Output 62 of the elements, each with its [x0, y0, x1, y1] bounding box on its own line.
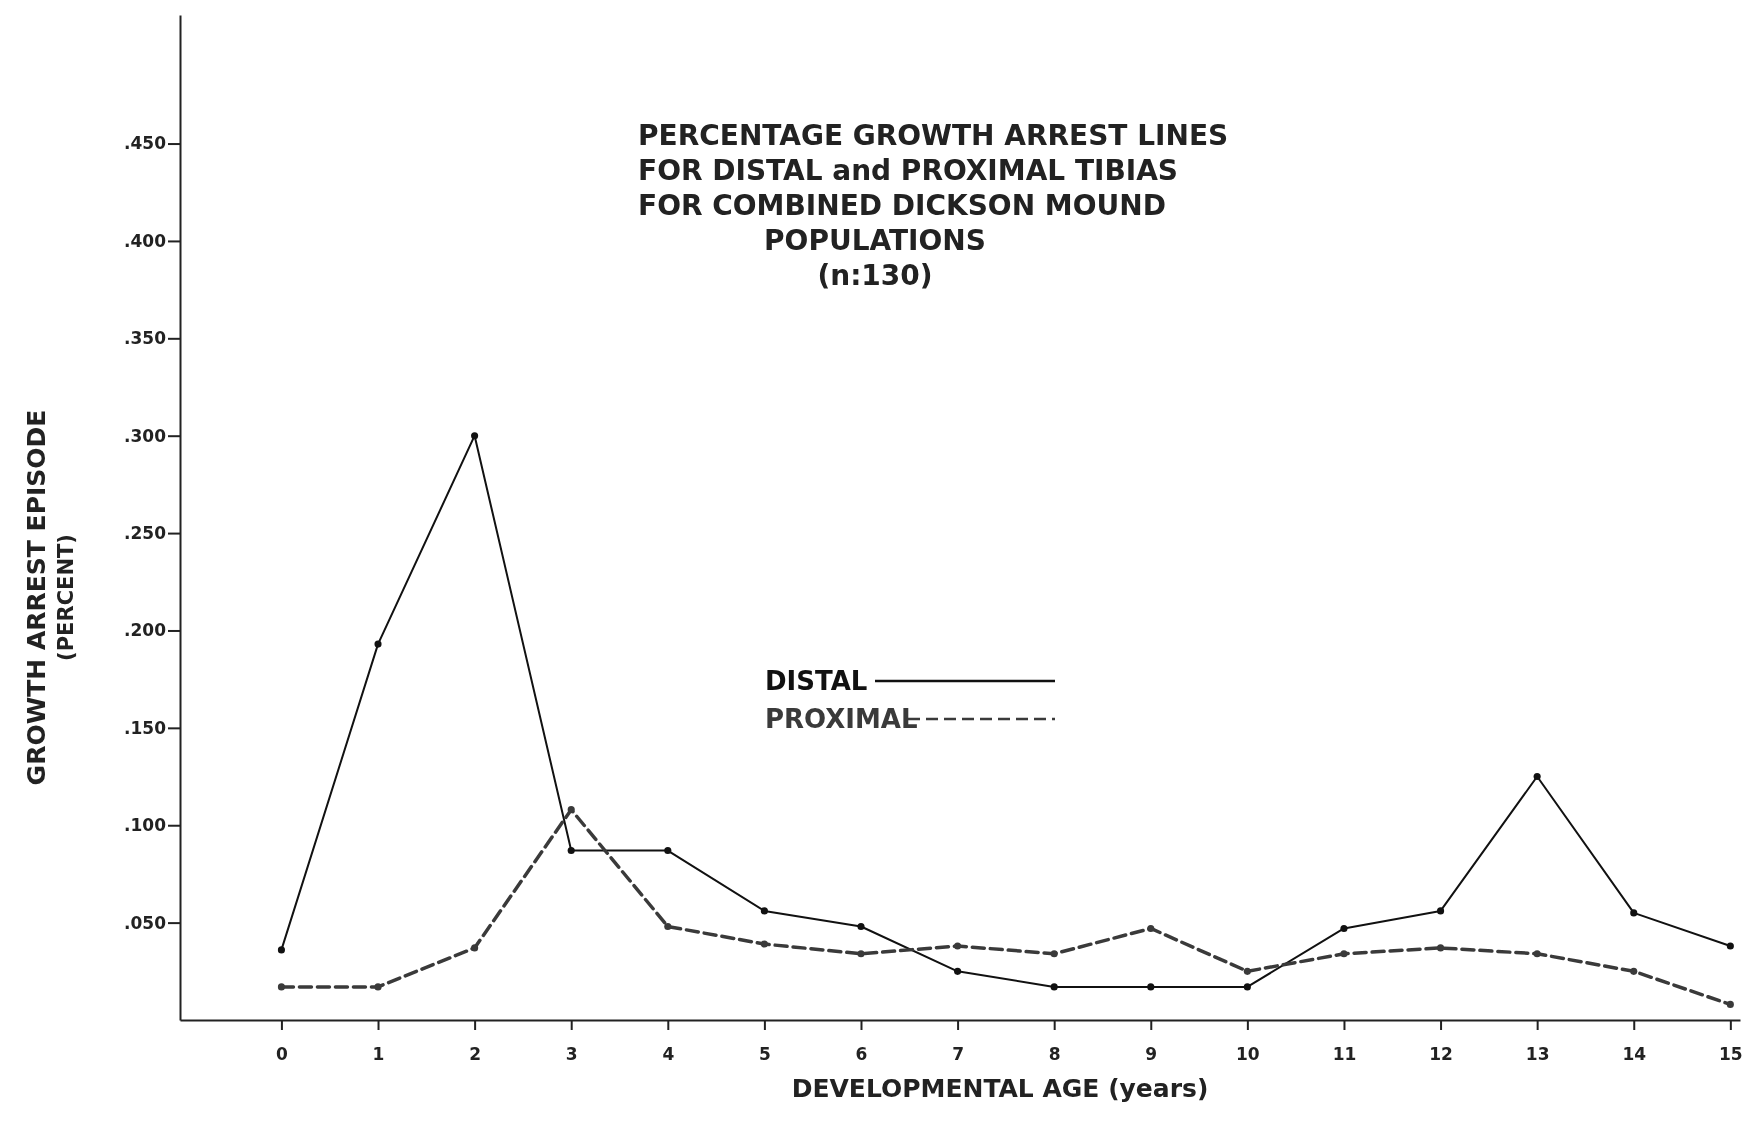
text: PERCENTAGE GROWTH ARREST LINES FOR DISTAL and PROXIMAL TIBIAS FOR COMBINED DICKSON MOUND POPULATIONS (n:130) [638, 119, 1229, 292]
point [1147, 983, 1155, 991]
x-tick-label: 6 [855, 1044, 868, 1065]
point [1243, 967, 1251, 975]
point [1436, 944, 1445, 952]
text: PROXIMAL [765, 704, 918, 734]
point [277, 946, 285, 954]
x-tick-label: 13 [1525, 1044, 1550, 1065]
x-tick-label: 8 [1048, 1044, 1061, 1065]
y-tick-label: .250 [124, 523, 167, 544]
x-tick-label: 14 [1622, 1044, 1647, 1065]
point [857, 950, 865, 958]
x-tick-label: 7 [952, 1044, 965, 1065]
point [1533, 950, 1541, 958]
point [1147, 924, 1155, 933]
y-tick-label: .150 [124, 717, 167, 738]
y-axis-title: GROWTH ARREST EPISODE (PERCENT) [22, 409, 78, 786]
y-tick-label: .400 [124, 230, 167, 251]
point [1533, 772, 1541, 781]
x-tick-label: 4 [662, 1044, 675, 1065]
x-tick-label: 11 [1332, 1044, 1357, 1065]
x-axis-title: DEVELOPMENTAL AGE (years) [791, 1074, 1209, 1103]
point [1340, 924, 1348, 933]
y-tick-label: .300 [124, 425, 167, 446]
x-tick-label: 15 [1719, 1044, 1743, 1065]
x-tick-label: 10 [1236, 1044, 1260, 1065]
point [1243, 983, 1251, 991]
y-tick-label: .350 [124, 328, 167, 349]
point [1050, 983, 1058, 991]
point [664, 846, 672, 855]
point [760, 940, 768, 948]
point [1050, 950, 1058, 958]
x-tick-label: 3 [565, 1044, 578, 1065]
point [1630, 967, 1638, 975]
point [374, 983, 382, 991]
point [374, 640, 382, 648]
y-tick-label: .450 [124, 133, 167, 154]
point [1436, 907, 1445, 915]
point [954, 942, 962, 950]
x-tick-label: 1 [372, 1044, 385, 1065]
x-tick-label: 2 [469, 1044, 482, 1065]
point [760, 907, 768, 915]
point [277, 983, 285, 991]
text: DISTAL [765, 666, 868, 696]
point [664, 922, 672, 931]
point [471, 432, 479, 440]
y-tick-label: .100 [124, 815, 167, 836]
x-tick-label: 5 [758, 1044, 771, 1065]
y-tick-label: .050 [124, 912, 167, 933]
point [857, 922, 865, 931]
point [1630, 909, 1638, 917]
point [567, 846, 575, 855]
x-tick-label: 0 [276, 1044, 288, 1065]
x-tick-label: 12 [1429, 1044, 1453, 1065]
point [954, 967, 962, 975]
point [1340, 950, 1348, 958]
y-tick-label: .200 [124, 620, 167, 641]
point [471, 944, 479, 952]
point [1726, 942, 1734, 950]
point [1726, 1000, 1734, 1008]
x-tick-label: 9 [1145, 1044, 1158, 1065]
point [567, 806, 575, 814]
